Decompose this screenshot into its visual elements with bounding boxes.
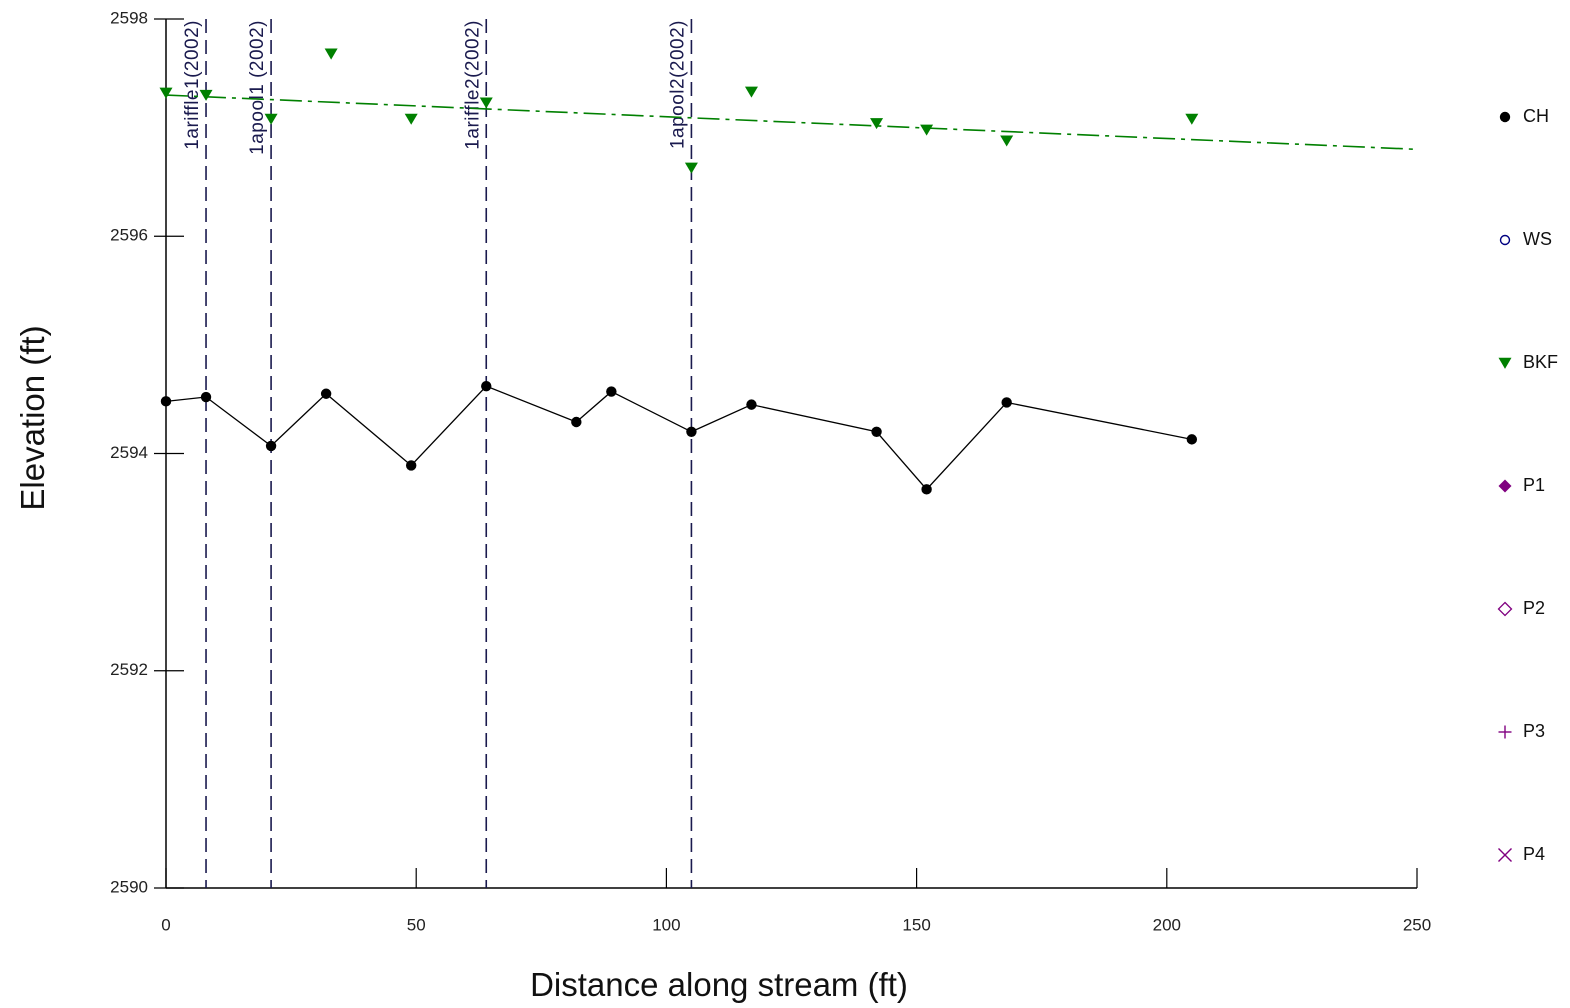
legend-label-p2: P2 bbox=[1523, 598, 1545, 618]
ch-point bbox=[320, 388, 332, 399]
bkf-point bbox=[684, 162, 698, 174]
x-tick-label: 150 bbox=[902, 915, 930, 934]
bkf-point bbox=[264, 113, 278, 125]
bkf-point bbox=[920, 124, 934, 136]
ch-point bbox=[265, 440, 277, 452]
bkf-point bbox=[199, 89, 213, 101]
marker-label: 1ariffle1(2002) bbox=[182, 20, 203, 150]
ch-point bbox=[200, 391, 212, 403]
legend-marker-p1 bbox=[1498, 479, 1512, 493]
plot-area: 2590 2592 2594 2596 2598 0 50 100 150 200 250 1arif… bbox=[110, 8, 1431, 934]
ch-point bbox=[1186, 434, 1198, 445]
ch-point bbox=[1001, 397, 1012, 408]
legend: CH WS BKF P1 P2 P3 P4 bbox=[1497, 106, 1558, 864]
ch-point bbox=[606, 386, 617, 397]
ch-point bbox=[405, 460, 417, 471]
marker-label: 1apool2(2002) bbox=[667, 20, 688, 149]
y-tick-label: 2594 bbox=[110, 443, 148, 462]
x-tick-label: 100 bbox=[652, 915, 680, 934]
x-tick-label: 50 bbox=[407, 915, 426, 934]
bkf-point bbox=[870, 118, 884, 130]
legend-marker-p3 bbox=[1498, 725, 1512, 739]
bkf-point bbox=[324, 48, 338, 60]
legend-label-ch: CH bbox=[1523, 106, 1549, 126]
bkf-point bbox=[1185, 113, 1199, 125]
ch-point bbox=[571, 416, 582, 428]
legend-marker-bkf bbox=[1498, 357, 1512, 369]
marker-label: 1apool1 (2002) bbox=[247, 20, 268, 155]
legend-marker-ws bbox=[1499, 234, 1511, 246]
legend-marker-p4-b bbox=[1498, 848, 1512, 862]
y-axis-title: Elevation (ft) bbox=[14, 325, 51, 510]
y-tick-label: 2590 bbox=[110, 877, 148, 896]
bkf-point bbox=[744, 86, 758, 98]
legend-label-bkf: BKF bbox=[1523, 352, 1558, 372]
legend-label-p4: P4 bbox=[1523, 844, 1545, 864]
ch-line bbox=[165, 385, 1192, 491]
marker-label: 1ariffle2(2002) bbox=[462, 20, 483, 150]
bkf-point bbox=[404, 113, 418, 125]
bkf-point bbox=[159, 87, 173, 99]
ch-point bbox=[160, 396, 172, 407]
ch-point bbox=[871, 426, 882, 437]
ch-point bbox=[921, 484, 932, 495]
y-tick-label: 2598 bbox=[110, 8, 148, 27]
legend-marker-ch bbox=[1499, 111, 1511, 123]
x-tick-label: 0 bbox=[161, 915, 170, 934]
y-tick-label: 2596 bbox=[110, 226, 148, 245]
legend-label-ws: WS bbox=[1523, 229, 1552, 249]
legend-marker-p4 bbox=[1498, 848, 1512, 862]
bkf-point bbox=[479, 97, 493, 109]
bkf-point bbox=[1000, 135, 1014, 147]
legend-marker-p2 bbox=[1497, 601, 1513, 617]
y-tick-label: 2592 bbox=[110, 660, 148, 679]
legend-label-p3: P3 bbox=[1523, 721, 1545, 741]
x-axis-title: Distance along stream (ft) bbox=[530, 966, 908, 1003]
bkf-trend-line bbox=[165, 94, 1418, 151]
x-tick-label: 250 bbox=[1403, 915, 1431, 934]
ch-point bbox=[686, 426, 697, 437]
legend-label-p1: P1 bbox=[1523, 475, 1545, 495]
ch-point bbox=[746, 399, 757, 410]
ch-point bbox=[481, 380, 492, 392]
x-tick-label: 200 bbox=[1153, 915, 1181, 934]
